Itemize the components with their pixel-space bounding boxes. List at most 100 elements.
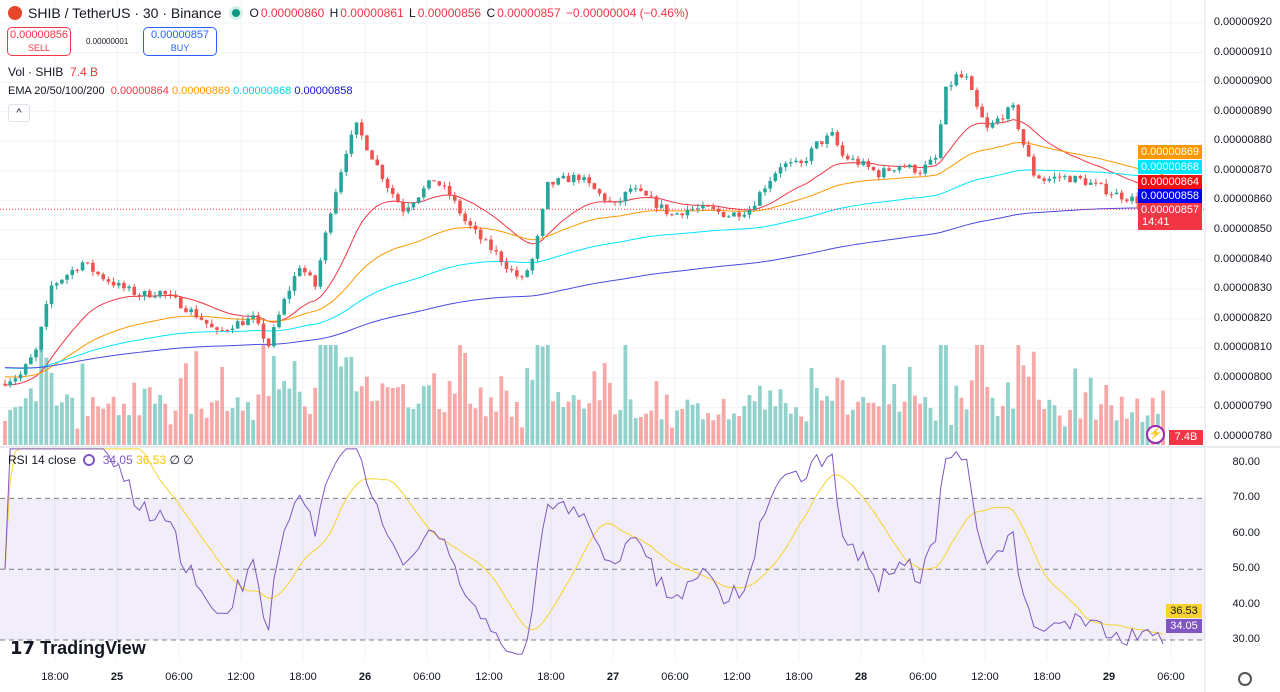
candle — [840, 141, 845, 159]
volume-bar — [49, 372, 54, 445]
candle-body — [727, 216, 731, 218]
candle-body — [111, 281, 116, 286]
candle — [535, 234, 540, 263]
candle — [251, 311, 255, 324]
candle — [349, 130, 354, 158]
candle-body — [933, 157, 938, 160]
candle — [866, 158, 871, 171]
candle-body — [184, 308, 188, 313]
candle — [297, 265, 302, 277]
candle — [995, 115, 1000, 126]
candle — [385, 176, 390, 193]
candle-body — [1078, 175, 1083, 179]
volume-bar — [54, 405, 59, 445]
candle — [266, 337, 271, 349]
candle — [1037, 174, 1041, 179]
candle-body — [91, 262, 95, 272]
candle — [432, 180, 436, 182]
volume-bar — [964, 409, 969, 445]
candle — [122, 280, 126, 292]
volume-bar — [587, 403, 592, 445]
rsi-extra-2: ∅ — [183, 453, 194, 467]
volume-bar — [13, 407, 18, 445]
volume-bar — [1016, 345, 1021, 445]
candle — [370, 149, 374, 160]
volume-bar — [365, 376, 369, 445]
candle — [530, 257, 535, 275]
volume-bar — [535, 345, 540, 445]
rsi-legend[interactable]: RSI 14 close 34.05 36.53 ∅ ∅ — [8, 453, 194, 467]
volume-bar — [282, 381, 287, 445]
candle-body — [794, 160, 798, 163]
candle — [556, 177, 560, 186]
candle-body — [334, 192, 338, 214]
volume-bar — [189, 413, 194, 445]
candle-body — [711, 206, 716, 209]
rsi-refresh-icon[interactable] — [83, 454, 96, 466]
sell-button[interactable]: 0.00000856 SELL — [7, 27, 71, 56]
candle — [147, 289, 152, 299]
volume-bar — [473, 408, 478, 445]
candle — [1125, 198, 1129, 204]
candle-body — [1057, 176, 1062, 178]
candle-body — [845, 155, 850, 160]
candle-body — [127, 286, 131, 289]
volume-bar — [871, 402, 876, 445]
candle-body — [752, 205, 757, 211]
volume-bar — [463, 352, 468, 445]
candle-body — [142, 290, 147, 297]
candle-body — [975, 89, 979, 107]
volume-bar — [897, 411, 902, 445]
time-tick: 06:00 — [165, 671, 193, 683]
candle — [1078, 174, 1083, 180]
candle-body — [1109, 194, 1114, 196]
volume-legend[interactable]: Vol · SHIB 7.4 B — [8, 65, 98, 79]
candle-body — [292, 276, 297, 291]
ema-legend[interactable]: EMA 20/50/100/200 0.00000864 0.00000869 … — [8, 85, 352, 97]
symbol-title[interactable]: SHIB / TetherUS · 30 · Binance — [28, 5, 222, 21]
lightning-icon[interactable]: ⚡ — [1146, 425, 1165, 444]
volume-bar — [1026, 376, 1031, 445]
candle — [75, 268, 80, 274]
candle-body — [158, 290, 162, 297]
tradingview-logo[interactable]: 𝟭𝟳 TradingView — [10, 638, 146, 659]
candle-body — [1099, 182, 1103, 184]
candle-body — [251, 315, 255, 319]
candle — [34, 347, 38, 362]
candle-body — [437, 181, 442, 186]
buy-button[interactable]: 0.00000857 BUY — [143, 27, 217, 56]
candle-body — [8, 381, 12, 386]
candle — [437, 180, 442, 187]
volume-bar — [1083, 392, 1088, 445]
candle — [546, 181, 550, 210]
volume-bar — [44, 357, 49, 445]
candle-body — [1037, 175, 1041, 179]
volume-bar — [742, 406, 747, 445]
candle-body — [323, 232, 328, 261]
volume-bar — [390, 387, 395, 445]
candle — [897, 165, 902, 174]
volume-bar — [246, 402, 250, 445]
candle — [421, 185, 426, 200]
volume-bar — [783, 403, 788, 445]
candle — [282, 296, 286, 316]
volume-bar — [153, 403, 157, 445]
collapse-legend-button[interactable]: ^ — [8, 104, 30, 122]
candle — [980, 103, 984, 118]
volume-bar — [980, 345, 985, 445]
candle — [763, 184, 767, 196]
candle-body — [995, 118, 1000, 123]
candle — [178, 296, 183, 309]
symbol-legend: SHIB / TetherUS · 30 · Binance O 0.000008… — [8, 5, 691, 21]
candle — [18, 371, 23, 382]
candle-body — [602, 193, 607, 201]
volume-bar — [959, 397, 964, 445]
candle — [1006, 106, 1010, 123]
candle — [747, 205, 752, 219]
candle — [484, 237, 488, 241]
candles — [3, 70, 1165, 388]
candle-body — [732, 212, 736, 217]
candle-body — [344, 153, 349, 173]
settings-gear-icon[interactable] — [1238, 672, 1252, 686]
